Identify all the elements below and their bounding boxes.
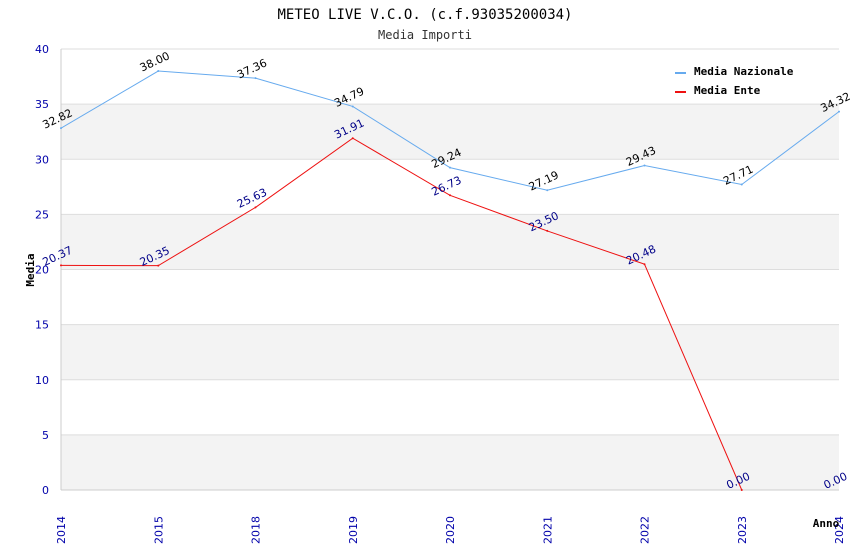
data-point-media-ente <box>351 137 354 140</box>
x-tick-label: 2015 <box>152 516 165 544</box>
y-tick-label: 40 <box>35 43 49 56</box>
y-tick-label: 15 <box>35 319 49 332</box>
x-tick-labels: 2014 2015 2018 2019 2020 2021 2022 2023 2024 <box>55 516 846 544</box>
data-point-media-ente <box>740 489 743 491</box>
legend-box <box>670 60 810 102</box>
legend: Media Nazionale Media Ente <box>670 60 810 102</box>
x-tick-label: 2019 <box>347 516 360 544</box>
data-point-media-ente <box>157 264 160 267</box>
legend-label-media-nazionale: Media Nazionale <box>694 65 794 78</box>
x-tick-label: 2020 <box>444 516 457 544</box>
grid-band <box>61 379 839 435</box>
y-tick-label: 35 <box>35 98 49 111</box>
data-point-media-ente <box>449 194 451 197</box>
data-point-media-nazionale <box>643 164 646 167</box>
x-tick-label: 2022 <box>639 516 652 544</box>
data-point-media-ente <box>546 229 549 232</box>
data-point-media-nazionale <box>254 77 257 80</box>
series-line-media-ente <box>60 137 743 491</box>
y-tick-label: 0 <box>42 484 49 497</box>
legend-label-media-ente: Media Ente <box>694 84 761 97</box>
data-point-media-ente <box>60 264 62 267</box>
grid-band <box>61 214 839 270</box>
data-point-media-nazionale <box>449 166 451 169</box>
data-point-media-nazionale <box>60 127 62 130</box>
data-point-media-nazionale <box>740 183 743 186</box>
x-tick-label: 2023 <box>736 516 749 544</box>
y-tick-label: 30 <box>35 153 49 166</box>
data-point-media-ente <box>254 206 257 209</box>
y-axis-title: Media <box>24 253 37 286</box>
y-tick-label: 20 <box>35 264 49 277</box>
x-tick-label: 2021 <box>541 516 554 544</box>
data-point-media-nazionale <box>838 110 840 113</box>
x-tick-label: 2024 <box>833 516 846 544</box>
chart-title: METEO LIVE V.C.O. (c.f.93035200034) <box>277 7 572 23</box>
series-group <box>60 70 840 491</box>
y-tick-labels: 0 5 10 15 20 25 30 35 40 <box>35 43 49 497</box>
grid-band <box>61 269 839 325</box>
grid-band <box>61 434 839 490</box>
x-axis-title: Anno <box>813 517 840 530</box>
data-point-media-nazionale <box>157 70 160 73</box>
grid-bands <box>61 49 839 490</box>
y-tick-label: 5 <box>42 429 49 442</box>
x-tick-label: 2014 <box>55 516 68 544</box>
y-tick-label: 25 <box>35 208 49 221</box>
chart-subtitle: Media Importi <box>378 28 472 42</box>
y-tick-label: 10 <box>35 374 49 387</box>
x-tick-label: 2018 <box>250 516 263 544</box>
data-point-media-nazionale <box>351 105 354 108</box>
grid-band <box>61 324 839 380</box>
grid-band <box>61 104 839 160</box>
data-point-media-ente <box>643 263 646 266</box>
data-point-media-nazionale <box>546 189 549 192</box>
